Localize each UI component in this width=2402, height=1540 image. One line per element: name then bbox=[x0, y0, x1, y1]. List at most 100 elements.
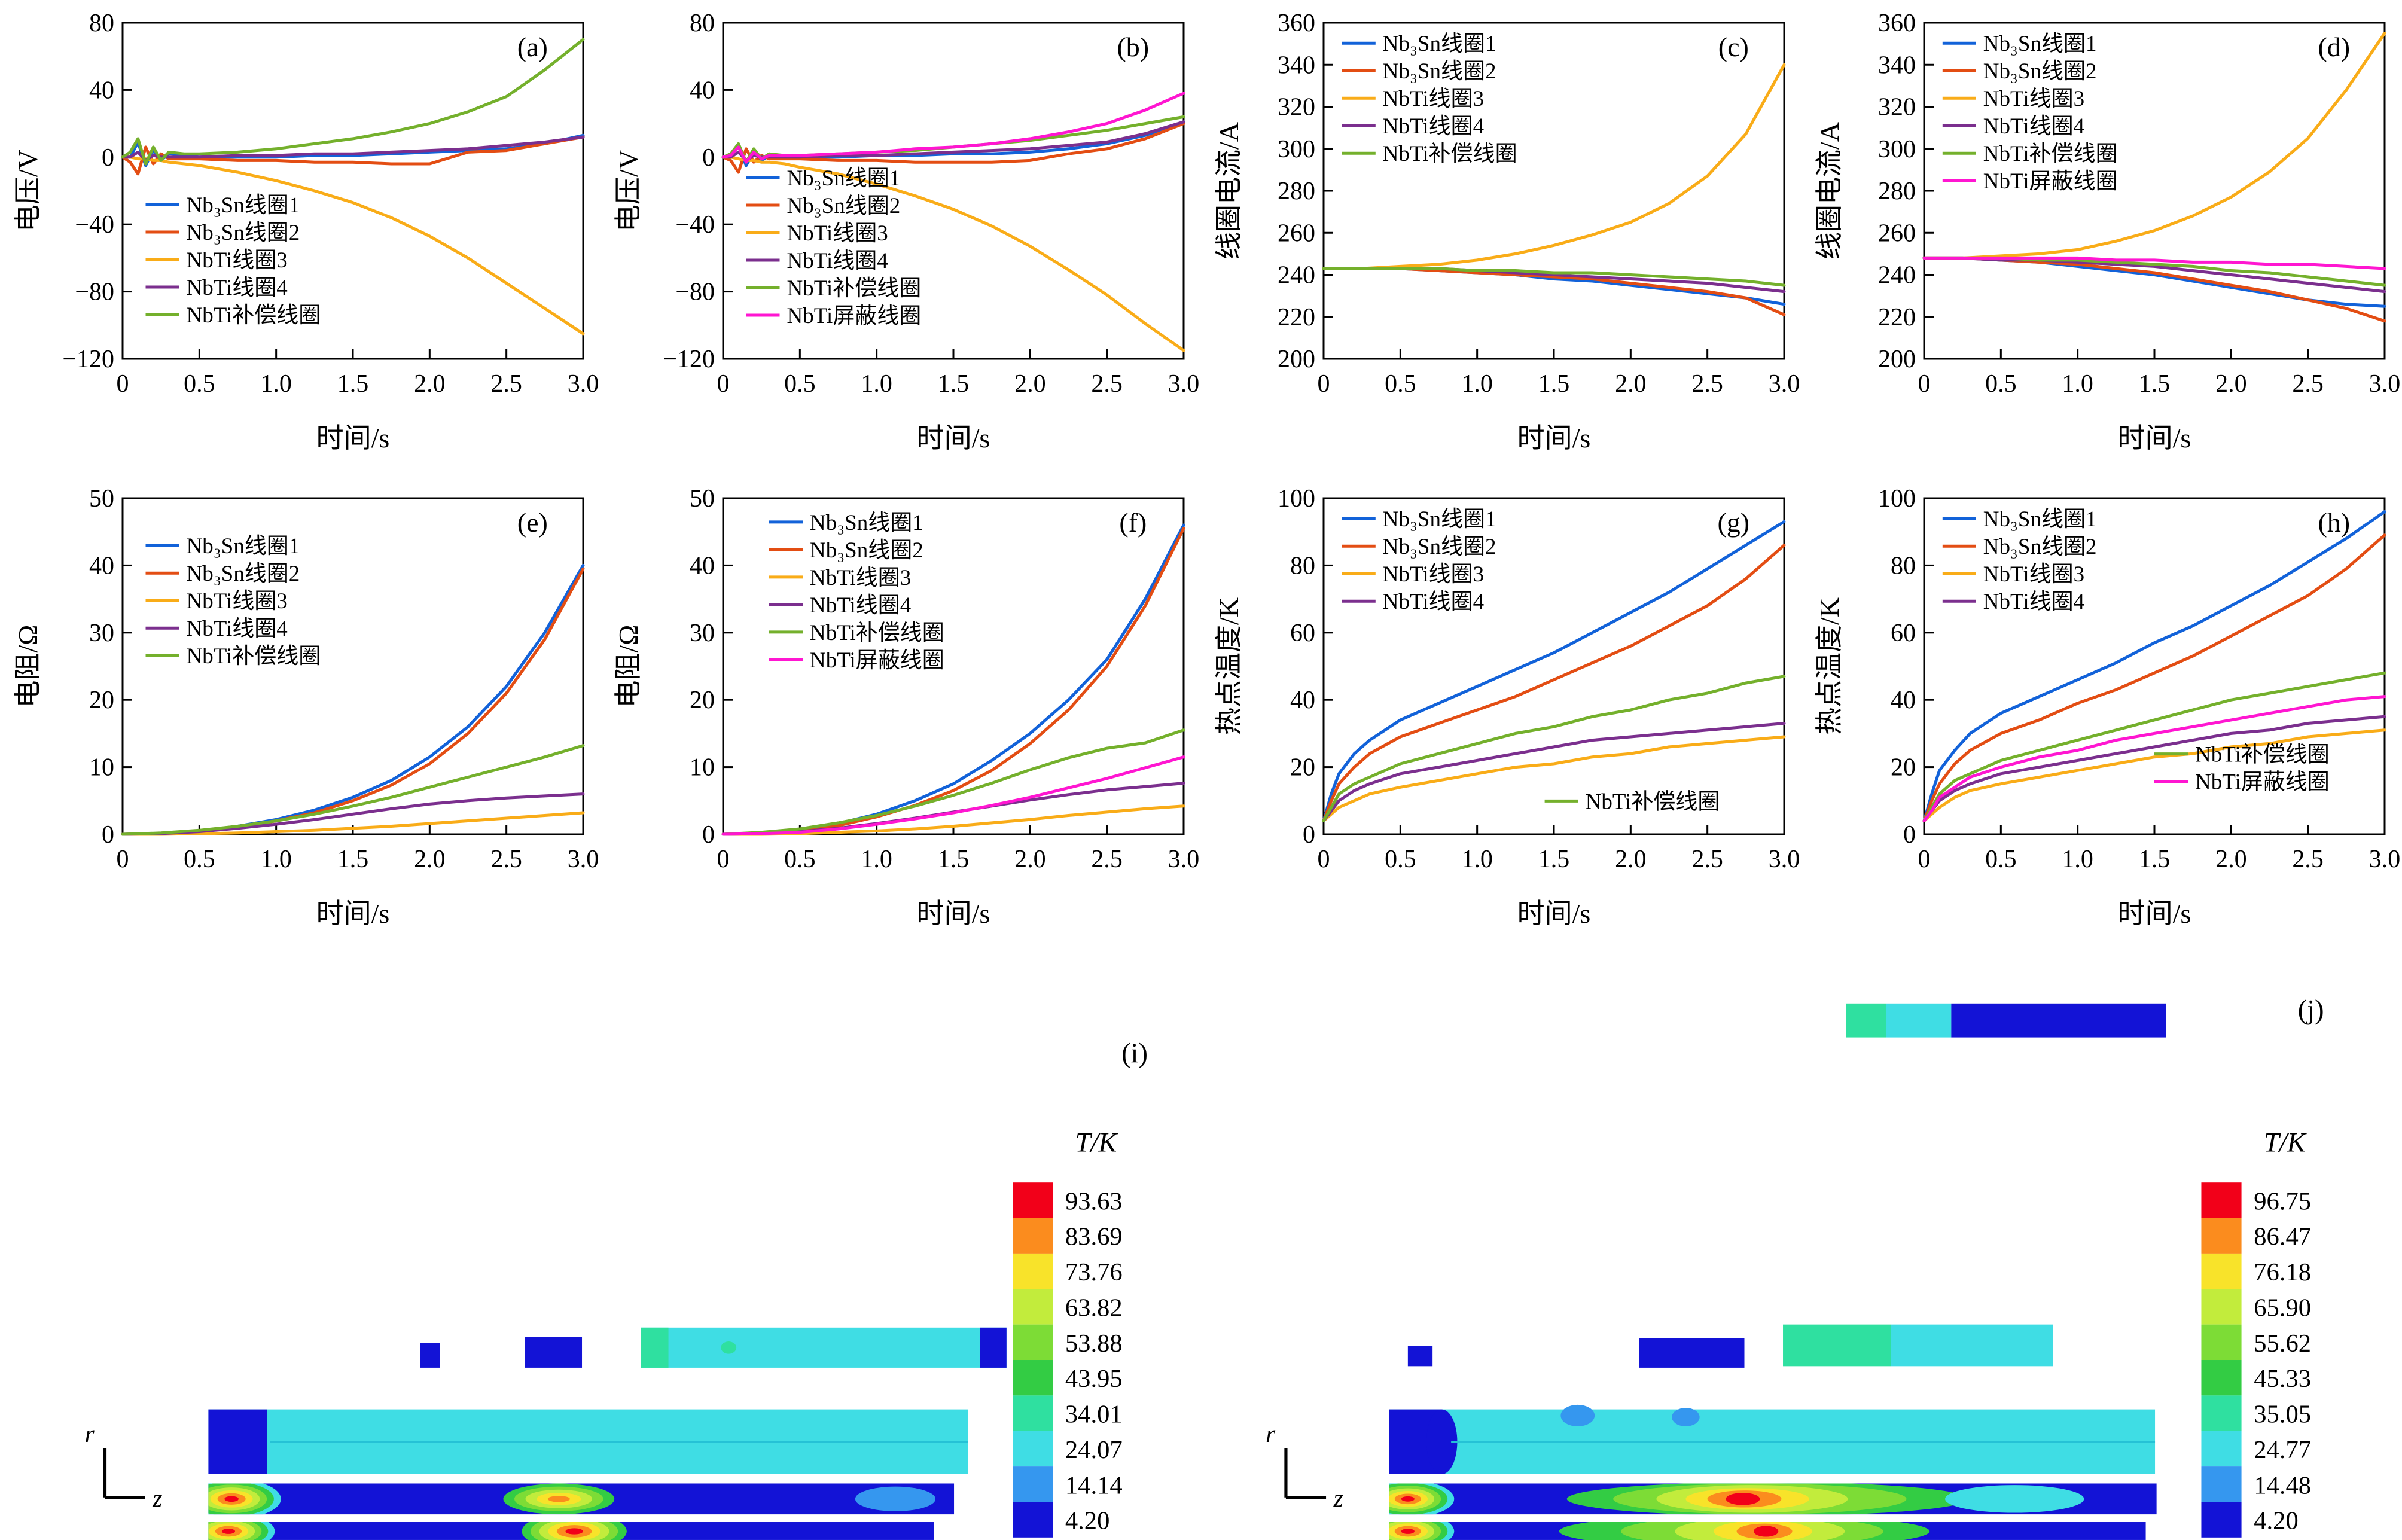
x-tick-label: 1.0 bbox=[1461, 846, 1493, 873]
x-tick-label: 1.5 bbox=[1538, 370, 1570, 398]
colorbar-cell bbox=[1013, 1182, 1053, 1218]
y-axis-label: 电压/V bbox=[13, 150, 43, 232]
panel-label: (g) bbox=[1717, 507, 1749, 538]
series-line bbox=[1322, 520, 1786, 822]
y-tick-label: 80 bbox=[690, 10, 715, 37]
coil-bar-contours bbox=[208, 1522, 627, 1540]
y-tick-label: 40 bbox=[690, 77, 715, 104]
x-axis-label: 时间/s bbox=[1517, 423, 1591, 453]
legend-label: NbTi线圈4 bbox=[1983, 589, 2084, 614]
legend-label: NbTi补偿线圈 bbox=[810, 620, 944, 645]
y-tick-label: 360 bbox=[1878, 10, 1916, 37]
y-tick-label: 20 bbox=[690, 687, 715, 714]
strip-segment bbox=[1951, 1003, 2166, 1038]
colorbar-tick: 53.88 bbox=[1065, 1329, 1123, 1358]
chart-h: 0 0.5 1.0 1.5 2.0 2.5 3.0 0 20 40 60 80 100 时间/s 热点温度/… bbox=[1802, 475, 2402, 951]
x-tick-label: 3.0 bbox=[1168, 370, 1200, 398]
axes: 0 0.5 1.0 1.5 2.0 2.5 3.0 200 220 240 260 280 300 320… bbox=[1814, 10, 2400, 453]
legend-label: NbTi屏蔽线圈 bbox=[787, 303, 922, 328]
r-axis-label: r bbox=[85, 1420, 95, 1447]
legend-label: Nb₃Sn线圈2 bbox=[810, 538, 923, 563]
x-tick-label: 2.5 bbox=[490, 370, 522, 398]
series-group bbox=[121, 38, 585, 336]
colorbar-cell bbox=[1013, 1466, 1053, 1502]
x-tick-label: 3.0 bbox=[1769, 846, 1800, 873]
series-line bbox=[1322, 722, 1786, 822]
y-tick-label: −40 bbox=[75, 211, 114, 239]
legend-label: NbTi屏蔽线圈 bbox=[810, 648, 944, 673]
x-tick-label: 1.0 bbox=[260, 846, 292, 873]
x-tick-label: 0 bbox=[1918, 370, 1931, 398]
legend-label: NbTi屏蔽线圈 bbox=[2195, 770, 2330, 795]
y-tick-label: 220 bbox=[1878, 304, 1916, 331]
legend-label: NbTi补偿线圈 bbox=[2195, 742, 2330, 767]
charts-grid: 0 0.5 1.0 1.5 2.0 2.5 3.0 −120 −80 −40 0 40 80 时间/s 电压… bbox=[13, 0, 2402, 951]
y-tick-label: 360 bbox=[1278, 10, 1315, 37]
x-tick-label: 2.0 bbox=[414, 370, 446, 398]
legend-label: NbTi线圈3 bbox=[1383, 86, 1484, 111]
chart-c: 0 0.5 1.0 1.5 2.0 2.5 3.0 200 220 240 260 280 300 320… bbox=[1201, 0, 1802, 475]
x-tick-label: 2.5 bbox=[1091, 846, 1123, 873]
series-group bbox=[1322, 63, 1786, 316]
x-tick-label: 0.5 bbox=[1985, 370, 2017, 398]
y-tick-label: 0 bbox=[1303, 821, 1315, 849]
x-tick-label: 2.5 bbox=[1691, 370, 1723, 398]
rz-axes: rz bbox=[1266, 1420, 1343, 1512]
coil-bar-contours bbox=[208, 1483, 936, 1515]
series-line bbox=[721, 728, 1185, 836]
colorbar-tick: 73.76 bbox=[1065, 1258, 1123, 1286]
legend-label: Nb₃Sn线圈1 bbox=[1983, 507, 2097, 532]
y-tick-label: 220 bbox=[1278, 304, 1315, 331]
colorbar: T/K 96.75 86.47 76.18 65.90 55.62 45.33 35.05 24… bbox=[2201, 1128, 2311, 1538]
y-tick-label: 40 bbox=[89, 77, 114, 104]
chart-a-svg: 0 0.5 1.0 1.5 2.0 2.5 3.0 −120 −80 −40 0 40 80 时间/s 电压… bbox=[13, 10, 599, 453]
series-line bbox=[121, 811, 585, 836]
y-tick-label: −80 bbox=[675, 279, 715, 306]
colorbar-cell bbox=[2201, 1253, 2242, 1289]
y-tick-label: 20 bbox=[1891, 754, 1916, 782]
colorbar-tick: 45.33 bbox=[2254, 1365, 2311, 1393]
series-line bbox=[1922, 32, 2386, 260]
x-tick-label: 0.5 bbox=[1385, 370, 1416, 398]
y-tick-label: 0 bbox=[702, 821, 715, 849]
x-tick-label: 1.0 bbox=[861, 370, 892, 398]
x-tick-label: 1.5 bbox=[938, 370, 970, 398]
colorbar-cell bbox=[2201, 1431, 2242, 1467]
panel-label: (b) bbox=[1117, 32, 1149, 62]
x-tick-label: 1.0 bbox=[861, 846, 892, 873]
y-tick-label: 80 bbox=[89, 10, 114, 37]
colorbar-cell bbox=[2201, 1466, 2242, 1502]
colorbar: T/K 93.63 83.69 73.76 63.82 53.88 43.95 34.01 24… bbox=[1013, 1128, 1123, 1538]
axes: 0 0.5 1.0 1.5 2.0 2.5 3.0 0 20 40 60 80 100 时间/s 热点温度/… bbox=[1214, 485, 1800, 929]
x-tick-label: 2.0 bbox=[1014, 370, 1046, 398]
colorbar-tick: 24.07 bbox=[1065, 1436, 1123, 1464]
colorbar-cell bbox=[1013, 1431, 1053, 1467]
y-tick-label: 300 bbox=[1878, 136, 1916, 163]
series-line bbox=[1922, 715, 2386, 822]
y-tick-label: 0 bbox=[102, 144, 114, 172]
chart-f-svg: 0 0.5 1.0 1.5 2.0 2.5 3.0 0 10 20 30 40 50 时间/s 电阻/Ω (f… bbox=[613, 485, 1199, 929]
x-axis-label: 时间/s bbox=[917, 898, 990, 929]
legend-label: NbTi补偿线圈 bbox=[1383, 141, 1517, 166]
coil-bar-contours bbox=[1389, 1522, 1930, 1540]
legend-label: NbTi线圈4 bbox=[1383, 114, 1484, 139]
axes: 0 0.5 1.0 1.5 2.0 2.5 3.0 200 220 240 260 280 300 320… bbox=[1214, 10, 1800, 453]
x-tick-label: 2.5 bbox=[2292, 846, 2324, 873]
colorbar-cell bbox=[2201, 1502, 2242, 1538]
x-tick-label: 1.5 bbox=[2139, 846, 2171, 873]
contour-i bbox=[208, 1327, 1007, 1475]
y-tick-label: 50 bbox=[690, 485, 715, 513]
legend-label: NbTi补偿线圈 bbox=[187, 303, 321, 328]
legend-label: NbTi线圈4 bbox=[187, 275, 288, 300]
axes: 0 0.5 1.0 1.5 2.0 2.5 3.0 0 10 20 30 40 50 时间/s 电阻/Ω bbox=[613, 485, 1199, 929]
colorbar-tick: 86.47 bbox=[2254, 1223, 2311, 1251]
legend-label: NbTi线圈4 bbox=[787, 248, 888, 273]
x-tick-label: 2.0 bbox=[1014, 846, 1046, 873]
contour-section: (i) (j) r z T/K 93.63 83.69 73.76 63.82 53.88 43.9… bbox=[0, 951, 2402, 1540]
colorbar-tick: 14.48 bbox=[2254, 1471, 2311, 1499]
legend-label: Nb₃Sn线圈2 bbox=[187, 561, 300, 586]
series-line bbox=[1922, 256, 2386, 270]
